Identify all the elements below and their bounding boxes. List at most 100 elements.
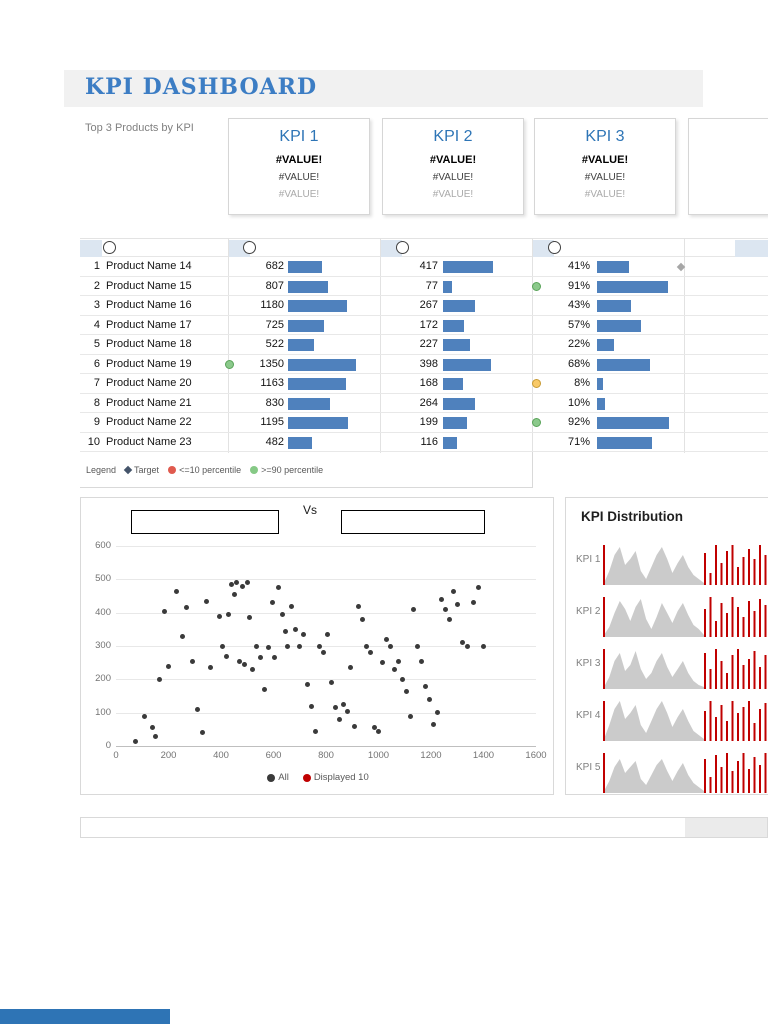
kpi1-bar (288, 261, 323, 273)
scatter-point (293, 626, 299, 632)
legend-item-label: <=10 percentile (179, 464, 242, 475)
legend-item: <=10 percentile (168, 465, 241, 475)
header-band: KPI DASHBOARD (64, 70, 703, 107)
scatter-legend: All Displayed 10 (81, 772, 555, 783)
target-diamond-icon (123, 465, 133, 474)
scatter-point (316, 643, 322, 649)
kpi2-bar (443, 417, 467, 429)
scatter-point (460, 640, 465, 646)
column-divider (532, 238, 533, 453)
kpi1-value: 807 (265, 279, 284, 292)
y-tick-label: 400 (95, 606, 111, 618)
scatter-point (234, 580, 240, 586)
scatter-point (348, 665, 354, 671)
scatter-point (427, 696, 433, 702)
scatter-point (465, 643, 471, 649)
kpi3-bar (597, 319, 642, 332)
kpi-distribution-panel: KPI Distribution KPI 1 KPI 2 KPI 3 KPI 4 KPI… (565, 497, 768, 795)
kpi2-bar (443, 378, 464, 390)
x-tick-label: 800 (318, 750, 334, 761)
column-selector-radio[interactable] (243, 241, 256, 254)
scatter-point (328, 680, 334, 686)
kpi-card: KPI 2 #VALUE! #VALUE! #VALUE! (382, 118, 524, 215)
gridline (116, 546, 536, 547)
kpi3-value: 71% (567, 435, 590, 448)
scatter-point (324, 631, 330, 637)
percentile-dot-icon (168, 465, 177, 474)
kpi-row-label: KPI 3 (576, 658, 601, 669)
column-selector-radio[interactable] (396, 241, 409, 254)
scatter-point (431, 721, 437, 727)
product-name: Product Name 17 (106, 318, 192, 331)
kpi2-value: 116 (420, 435, 438, 448)
scrollbar-right-segment[interactable] (685, 818, 767, 837)
scatter-point (403, 688, 409, 694)
kpi-card-value-primary: #VALUE! (581, 154, 629, 166)
scatter-point (391, 666, 397, 672)
scatter-point (320, 650, 326, 656)
kpi-card-value-primary: #VALUE! (429, 154, 477, 166)
scatter-point (285, 643, 291, 649)
kpi-card-title: KPI 2 (433, 128, 473, 145)
scatter-point (379, 660, 385, 666)
series-selector-1[interactable] (131, 510, 279, 534)
column-selector-radio[interactable] (103, 241, 116, 254)
product-name: Product Name 18 (106, 338, 192, 350)
x-tick-label: 1200 (420, 750, 442, 761)
scatter-point (289, 603, 295, 609)
row-rank: 6 (93, 357, 100, 370)
scatter-point (399, 676, 405, 682)
kpi-card-title: KPI 1 (279, 128, 319, 145)
x-tick-label: 1600 (525, 750, 547, 761)
scatter-point (383, 636, 389, 642)
kpi-row-label: KPI 4 (576, 710, 601, 721)
scatter-point (253, 643, 259, 649)
kpi-sparkline (603, 701, 767, 741)
kpi-card: KPI 1 #VALUE! #VALUE! #VALUE! (228, 118, 370, 215)
scatter-point (446, 616, 452, 622)
kpi-card-value-secondary: #VALUE! (584, 172, 626, 183)
row-rank: 9 (93, 416, 100, 428)
horizontal-scrollbar[interactable] (80, 817, 768, 838)
series-selector-2[interactable] (341, 510, 485, 534)
scatter-point (133, 738, 139, 744)
x-tick-label: 1400 (472, 750, 495, 761)
scatter-point (180, 633, 186, 639)
scatter-point (352, 723, 358, 729)
table-row: 8 Product Name 21 830 264 10% (80, 394, 768, 413)
series-dot-icon (267, 773, 276, 782)
kpi2-bar (443, 300, 476, 312)
scatter-point (261, 686, 267, 692)
kpi3-bar (597, 261, 629, 273)
distribution-row: KPI 4 (566, 692, 768, 742)
scatter-legend-item: Displayed 10 (302, 772, 369, 783)
y-tick-label: 300 (95, 640, 111, 651)
scatter-point (219, 643, 225, 649)
product-name: Product Name 19 (106, 357, 192, 370)
column-selector-radio[interactable] (548, 241, 561, 254)
scatter-point (156, 676, 162, 682)
product-name: Product Name 15 (106, 279, 192, 292)
scatter-point (305, 681, 311, 687)
kpi-row-label: KPI 2 (576, 606, 601, 617)
kpi-card-title: KPI 3 (585, 128, 625, 145)
row-rank: 8 (93, 396, 100, 409)
scatter-point (244, 580, 250, 586)
scatter-point (229, 581, 234, 587)
scatter-point (470, 600, 476, 606)
scatter-legend-item: All (267, 772, 289, 783)
legend-item: Target (123, 465, 159, 475)
scatter-point (208, 665, 213, 671)
scatter-point (368, 650, 374, 656)
kpi-card-value-tertiary: #VALUE! (432, 189, 474, 200)
column-divider (684, 238, 685, 453)
scatter-point (372, 725, 378, 731)
scatter-point (454, 601, 460, 607)
kpi2-bar (443, 436, 457, 449)
kpi3-bar (597, 339, 615, 351)
table-row: 5 Product Name 18 522 227 22% (80, 335, 768, 355)
legend-item: >=90 percentile (250, 465, 323, 475)
gridline (116, 612, 536, 614)
scatter-point (242, 661, 248, 667)
scatter-plot (116, 546, 536, 747)
